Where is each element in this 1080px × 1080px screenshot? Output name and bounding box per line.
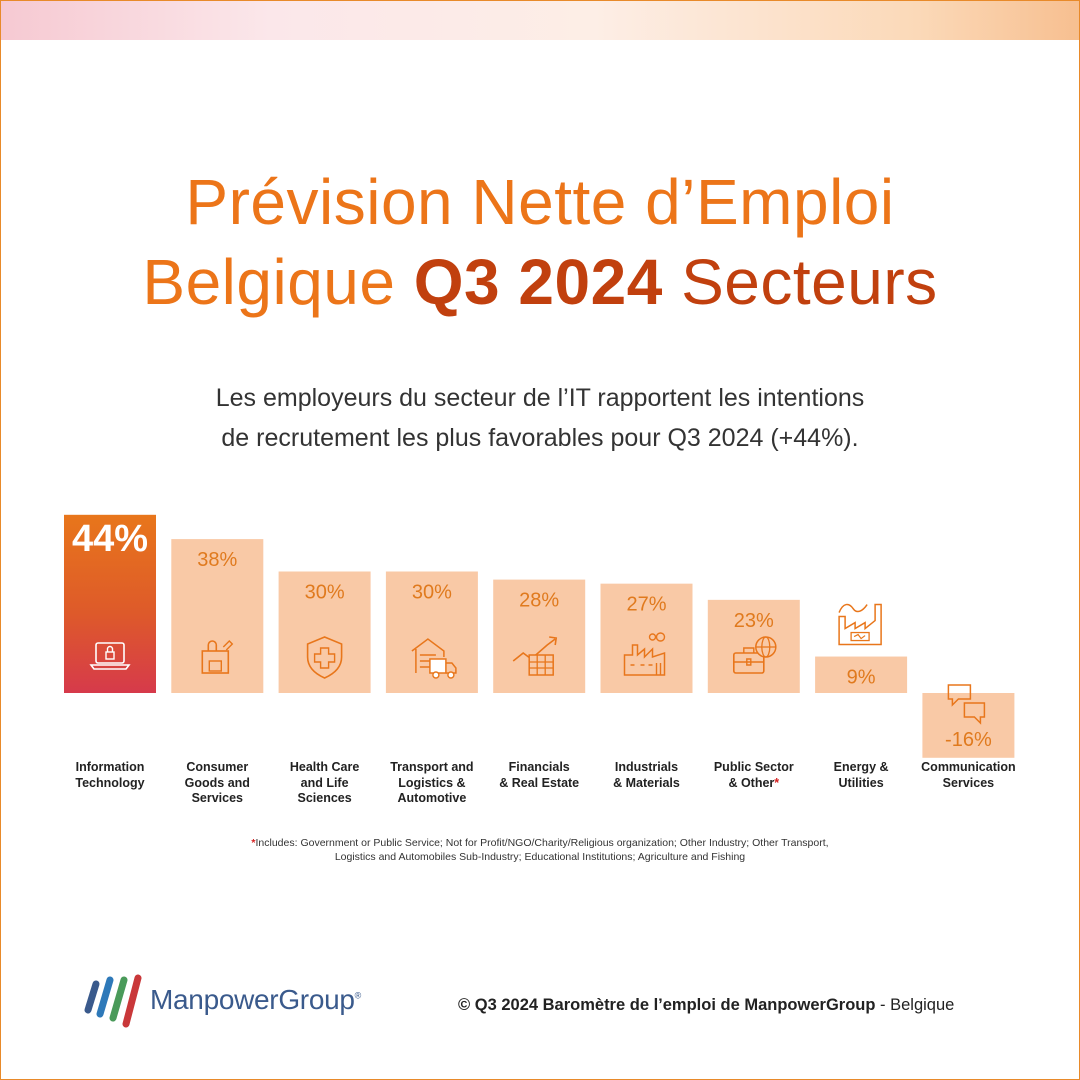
title-line-2: Belgique Q3 2024 Secteurs bbox=[0, 242, 1080, 322]
copyright-bold: © Q3 2024 Baromètre de l’emploi de Manpo… bbox=[458, 996, 876, 1014]
footnote: *Includes: Government or Public Service;… bbox=[230, 836, 850, 864]
copyright-country: - Belgique bbox=[875, 996, 955, 1014]
category-label: Financials & Real Estate bbox=[499, 760, 580, 790]
manpowergroup-logo: ManpowerGroup® bbox=[80, 970, 410, 1030]
value-label: 23% bbox=[734, 610, 774, 632]
value-label: 38% bbox=[197, 549, 237, 571]
bar-group-2: 30% bbox=[278, 571, 371, 693]
bar-group-3: 30% bbox=[385, 571, 478, 693]
briefcase-globe-icon bbox=[732, 636, 777, 674]
logo-mark-icon bbox=[84, 974, 142, 1028]
shield-cross-icon bbox=[306, 636, 343, 679]
footnote-star: * bbox=[251, 837, 256, 849]
category-label: Communication Services bbox=[921, 760, 1016, 790]
sector-bar-chart: 44% 38% 30% 30% 28% 27% 23% 9% -16% bbox=[64, 514, 1015, 758]
category-label: Information Technology bbox=[75, 760, 145, 790]
subtitle-line-2: de recrutement les plus favorables pour … bbox=[221, 424, 859, 452]
top-gradient-band bbox=[0, 0, 1080, 40]
category-label: Public Sector & Other* bbox=[713, 760, 794, 790]
category-label: Health Care and Life Sciences bbox=[289, 760, 360, 805]
value-label: 28% bbox=[519, 590, 559, 612]
copyright-notice: © Q3 2024 Baromètre de l’emploi de Manpo… bbox=[458, 996, 954, 1015]
title-country: Belgique bbox=[142, 246, 396, 318]
value-label: 27% bbox=[626, 594, 666, 616]
title-line-1: Prévision Nette d’Emploi bbox=[185, 166, 895, 238]
value-label: 9% bbox=[847, 667, 876, 689]
bar-group-4: 28% bbox=[493, 579, 586, 693]
growth-chart-icon bbox=[512, 636, 558, 676]
title-quarter: Q3 2024 bbox=[413, 246, 663, 318]
page-title: Prévision Nette d’Emploi Belgique Q3 202… bbox=[0, 162, 1080, 322]
bar bbox=[922, 693, 1015, 758]
bar-group-6: 23% bbox=[707, 599, 800, 693]
category-label: Industrials & Materials bbox=[613, 760, 680, 790]
bar-group-8: -16% bbox=[922, 684, 1015, 758]
subtitle: Les employeurs du secteur de l’IT rappor… bbox=[0, 378, 1080, 458]
warehouse-truck-icon bbox=[411, 638, 457, 679]
energy-plant-icon bbox=[838, 603, 882, 646]
bar bbox=[815, 656, 908, 693]
subtitle-line-1: Les employeurs du secteur de l’IT rappor… bbox=[215, 384, 865, 412]
value-label: 30% bbox=[305, 582, 345, 604]
shopping-bag-icon bbox=[201, 640, 234, 674]
bar-group-1: 38% bbox=[171, 539, 264, 693]
bar bbox=[171, 539, 264, 693]
bar-group-0: 44% bbox=[64, 514, 156, 693]
footnote-text: Includes: Government or Public Service; … bbox=[255, 837, 829, 863]
bar bbox=[707, 599, 800, 693]
category-label: Transport and Logistics & Automotive bbox=[390, 760, 474, 805]
value-label: 44% bbox=[72, 518, 148, 560]
value-label: -16% bbox=[945, 729, 992, 751]
chat-bubbles-icon bbox=[947, 684, 986, 725]
category-label: Consumer Goods and Services bbox=[184, 760, 250, 805]
laptop-lock-icon bbox=[89, 642, 131, 670]
title-sectors: Secteurs bbox=[681, 246, 938, 318]
factory-icon bbox=[623, 632, 666, 676]
value-label: 30% bbox=[412, 582, 452, 604]
bar bbox=[278, 571, 371, 693]
logo-wordmark: ManpowerGroup® bbox=[150, 984, 361, 1015]
category-label: Energy & Utilities bbox=[833, 760, 889, 790]
bar-group-5: 27% bbox=[600, 583, 693, 693]
bar-group-7: 9% bbox=[815, 603, 908, 693]
